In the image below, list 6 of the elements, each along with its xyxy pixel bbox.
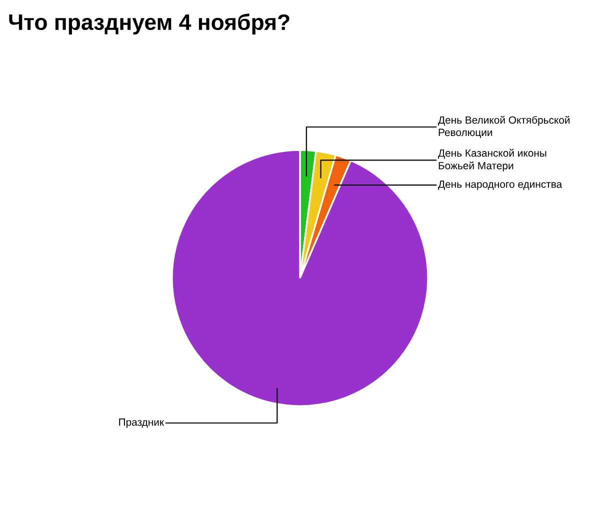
slice-label: День Казанской иконы Божьей Матери <box>438 148 546 172</box>
slice-label: День народного единства <box>438 180 562 190</box>
pie-slice <box>171 149 429 407</box>
chart-title: Что празднуем 4 ноября? <box>9 14 290 34</box>
slice-label: Праздник <box>119 418 164 428</box>
slice-label: День Великой Октябрьской Революции <box>438 116 570 138</box>
